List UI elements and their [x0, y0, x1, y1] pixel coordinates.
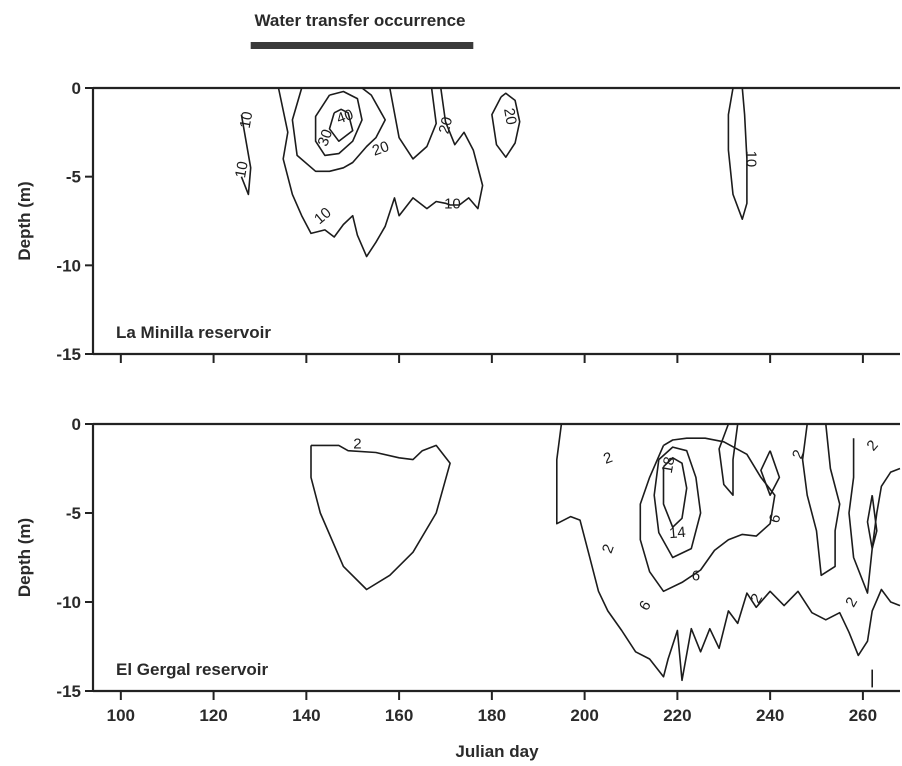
contour-line-40 — [328, 108, 354, 142]
contour-label: 10 — [237, 110, 257, 129]
contour-line-20 — [291, 87, 387, 173]
y-tick-label: -5 — [66, 168, 81, 187]
x-tick-label: 240 — [756, 706, 784, 725]
contour-label: 2 — [747, 591, 766, 607]
contour-line-2 — [760, 450, 781, 497]
contour-label: 2 — [599, 542, 618, 556]
contour-label: 6 — [636, 598, 655, 614]
contour-line-2 — [866, 495, 878, 550]
contour-label: 6 — [692, 567, 700, 584]
panel-label: La Minilla reservoir — [116, 323, 271, 342]
contour-label: 6 — [766, 512, 785, 526]
contour-label: 10 — [232, 160, 252, 179]
contour-label: 14 — [668, 524, 686, 542]
x-tick-label: 120 — [199, 706, 227, 725]
transfer-label: Water transfer occurrence — [254, 11, 465, 30]
contour-line-6 — [639, 437, 776, 593]
contour-line-10 — [240, 114, 252, 196]
x-tick-label: 200 — [570, 706, 598, 725]
contour-label: 2 — [789, 448, 808, 462]
x-tick-label: 100 — [107, 706, 135, 725]
y-tick-label: -10 — [56, 256, 81, 275]
x-tick-label: 180 — [478, 706, 506, 725]
contour-label: 40 — [334, 106, 355, 128]
y-tick-label: 0 — [72, 415, 81, 434]
contour-line-2 — [555, 423, 901, 682]
y-tick-label: -15 — [56, 345, 81, 364]
x-tick-label: 140 — [292, 706, 320, 725]
y-tick-label: 0 — [72, 79, 81, 98]
y-axis-title: Depth (m) — [15, 518, 34, 597]
contour-line-20 — [491, 92, 521, 158]
y-axis-title: Depth (m) — [15, 181, 34, 260]
contour-label: 18 — [659, 455, 679, 474]
contour-line-2 — [310, 444, 451, 591]
x-tick-label: 160 — [385, 706, 413, 725]
contour-line-2 — [801, 423, 841, 577]
contour-label: 10 — [311, 204, 335, 228]
contour-label: 20 — [500, 107, 520, 126]
contour-label: 2 — [863, 437, 881, 454]
contour-label: 2 — [601, 449, 615, 468]
contour-label: 20 — [370, 138, 391, 160]
contour-label: 30 — [315, 127, 337, 148]
contour-label: 2 — [353, 436, 361, 453]
contour-line-20 — [389, 87, 438, 160]
contour-line-14 — [653, 446, 702, 559]
contour-line-30 — [314, 90, 363, 157]
y-tick-label: -5 — [66, 504, 81, 523]
x-tick-label: 220 — [663, 706, 691, 725]
contour-line-18 — [662, 456, 688, 529]
panel-el-gergal: 0 -5 -10 -15 100 120 140 160 180 200 220 240 260 Dept… — [15, 415, 901, 725]
x-tick-label: 260 — [849, 706, 877, 725]
panel-label: El Gergal reservoir — [116, 660, 269, 679]
contour-line-6 — [718, 423, 739, 497]
transfer-period-bar — [250, 42, 474, 49]
contour-label: 20 — [436, 115, 457, 136]
contour-label: 2 — [842, 594, 861, 610]
y-tick-label: -15 — [56, 682, 81, 701]
contour-label: 10 — [743, 151, 760, 168]
contour-line-10 — [277, 87, 484, 258]
panel-la-minilla: 0 -5 -10 -15 Depth (m) La Minilla reservoir 10… — [15, 79, 900, 364]
y-tick-label: -10 — [56, 593, 81, 612]
contour-label: 10 — [444, 195, 461, 212]
contour-line-10 — [727, 87, 748, 220]
x-axis-title: Julian day — [455, 742, 539, 761]
contour-line-2 — [848, 438, 901, 594]
